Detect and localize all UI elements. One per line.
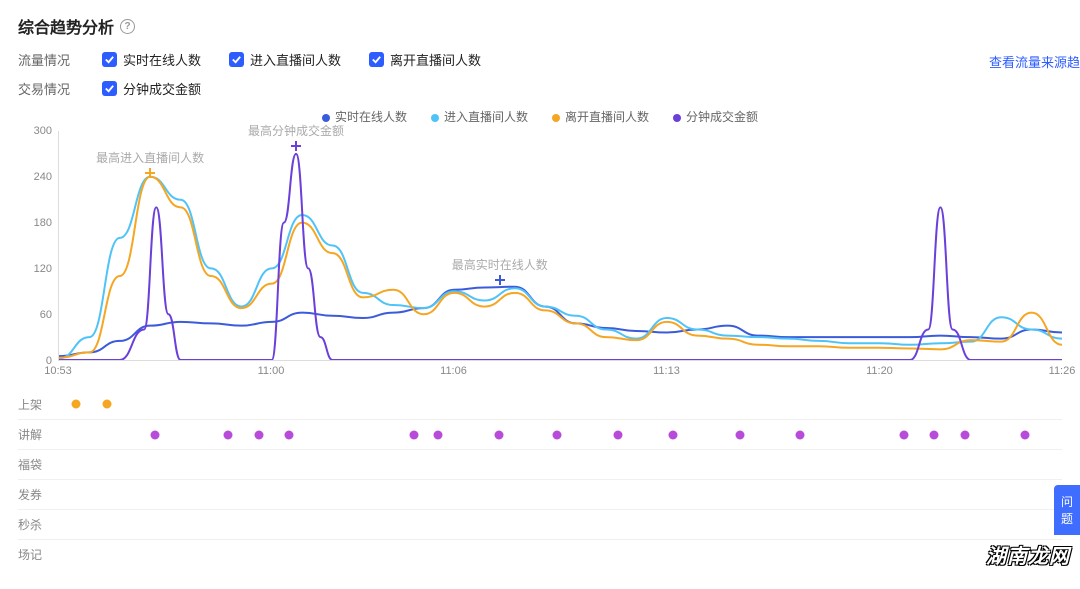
filter-row-traffic: 流量情况 实时在线人数 进入直播间人数 离开直播间人数	[18, 50, 1062, 69]
x-tick-label: 11:13	[653, 365, 680, 377]
legend-dot-icon	[673, 114, 681, 122]
event-dot-icon[interactable]	[796, 430, 805, 439]
filter-row-label: 流量情况	[18, 50, 74, 69]
x-tick-label: 11:00	[258, 365, 285, 377]
event-row-label: 讲解	[18, 426, 58, 443]
event-dot-icon[interactable]	[285, 430, 294, 439]
peak-marker-icon	[495, 275, 505, 285]
x-tick-label: 11:26	[1049, 365, 1076, 377]
y-tick-label: 240	[34, 171, 52, 183]
chart-series-line	[59, 287, 1062, 356]
event-dot-icon[interactable]	[151, 430, 160, 439]
event-dot-icon[interactable]	[434, 430, 443, 439]
event-row: 秒杀	[18, 509, 1062, 539]
check-label: 实时在线人数	[123, 50, 201, 69]
event-track	[58, 510, 1062, 539]
event-row: 场记	[18, 539, 1062, 569]
event-track	[58, 420, 1062, 449]
x-tick-label: 11:20	[866, 365, 893, 377]
panel-title: 综合趋势分析	[18, 14, 114, 38]
event-dot-icon[interactable]	[613, 430, 622, 439]
peak-marker-icon	[291, 141, 301, 151]
event-dot-icon[interactable]	[254, 430, 263, 439]
check-realtime-online[interactable]: 实时在线人数	[102, 50, 201, 69]
legend-item[interactable]: 离开直播间人数	[552, 108, 649, 125]
peak-marker-icon	[145, 168, 155, 178]
chart-annotation: 最高分钟成交金额	[248, 122, 344, 139]
checkbox-checked-icon	[102, 52, 117, 67]
feedback-label: 问题	[1061, 495, 1073, 526]
event-dot-icon[interactable]	[495, 430, 504, 439]
chart-plot-area[interactable]: 最高进入直播间人数最高分钟成交金额最高实时在线人数	[58, 131, 1062, 361]
event-timeline: 上架讲解福袋发券秒杀场记	[18, 389, 1062, 569]
event-track	[58, 389, 1062, 419]
y-tick-label: 60	[40, 309, 52, 321]
checkbox-checked-icon	[229, 52, 244, 67]
event-dot-icon[interactable]	[224, 430, 233, 439]
filter-row-deal: 交易情况 分钟成交金额	[18, 79, 1062, 98]
check-label: 分钟成交金额	[123, 79, 201, 98]
y-tick-label: 120	[34, 263, 52, 275]
event-dot-icon[interactable]	[735, 430, 744, 439]
watermark: 湖南龙网	[986, 540, 1070, 569]
event-track	[58, 480, 1062, 509]
event-dot-icon[interactable]	[72, 400, 81, 409]
event-row: 福袋	[18, 449, 1062, 479]
filter-row-label: 交易情况	[18, 79, 74, 98]
check-enter-room[interactable]: 进入直播间人数	[229, 50, 341, 69]
chart-annotation: 最高进入直播间人数	[96, 149, 204, 166]
help-icon[interactable]: ?	[120, 19, 135, 34]
legend-dot-icon	[552, 114, 560, 122]
y-tick-label: 180	[34, 217, 52, 229]
event-row-label: 福袋	[18, 456, 58, 473]
legend-dot-icon	[431, 114, 439, 122]
chart-series-line	[59, 177, 1062, 359]
event-dot-icon[interactable]	[102, 400, 111, 409]
check-label: 离开直播间人数	[390, 50, 481, 69]
feedback-tab[interactable]: 问题	[1054, 485, 1080, 535]
event-dot-icon[interactable]	[960, 430, 969, 439]
chart-series-line	[59, 154, 1062, 360]
event-row: 发券	[18, 479, 1062, 509]
event-track	[58, 540, 1062, 569]
filter-block: 流量情况 实时在线人数 进入直播间人数 离开直播间人数 交易情况 分钟成交金额	[18, 50, 1062, 98]
event-dot-icon[interactable]	[1021, 430, 1030, 439]
x-tick-label: 10:53	[44, 365, 72, 377]
check-leave-room[interactable]: 离开直播间人数	[369, 50, 481, 69]
view-traffic-source-link[interactable]: 查看流量来源趋	[989, 52, 1080, 71]
event-dot-icon[interactable]	[552, 430, 561, 439]
x-axis-labels: 10:5311:0011:0611:1311:2011:26	[58, 365, 1062, 381]
event-dot-icon[interactable]	[899, 430, 908, 439]
panel-header: 综合趋势分析 ?	[18, 14, 1062, 38]
chart-zone: 060120180240300 最高进入直播间人数最高分钟成交金额最高实时在线人…	[18, 131, 1062, 381]
event-row-label: 秒杀	[18, 516, 58, 533]
analytics-panel: 综合趋势分析 ? 查看流量来源趋 流量情况 实时在线人数 进入直播间人数 离开直…	[0, 0, 1080, 575]
event-row: 讲解	[18, 419, 1062, 449]
chart-legend: 实时在线人数 进入直播间人数 离开直播间人数 分钟成交金额	[18, 108, 1062, 125]
checkbox-checked-icon	[369, 52, 384, 67]
event-row: 上架	[18, 389, 1062, 419]
event-row-label: 上架	[18, 396, 58, 413]
y-tick-label: 300	[34, 125, 52, 137]
legend-item[interactable]: 分钟成交金额	[673, 108, 758, 125]
chart-annotation: 最高实时在线人数	[452, 256, 548, 273]
legend-item[interactable]: 进入直播间人数	[431, 108, 528, 125]
check-label: 进入直播间人数	[250, 50, 341, 69]
y-axis-labels: 060120180240300	[18, 131, 52, 361]
event-dot-icon[interactable]	[930, 430, 939, 439]
x-tick-label: 11:06	[440, 365, 467, 377]
check-minute-gmv[interactable]: 分钟成交金额	[102, 79, 201, 98]
event-track	[58, 450, 1062, 479]
checkbox-checked-icon	[102, 81, 117, 96]
chart-svg	[59, 131, 1062, 360]
event-dot-icon[interactable]	[668, 430, 677, 439]
event-row-label: 场记	[18, 546, 58, 563]
event-dot-icon[interactable]	[409, 430, 418, 439]
event-row-label: 发券	[18, 486, 58, 503]
legend-dot-icon	[322, 114, 330, 122]
